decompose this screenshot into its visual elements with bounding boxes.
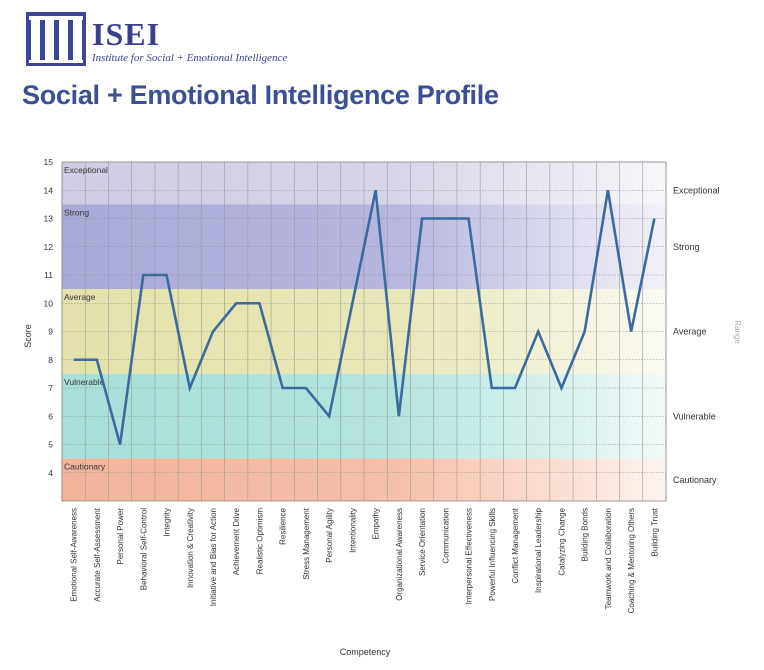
x-tick-label: Realistic Optimism [255, 508, 264, 575]
y-tick-label: 7 [48, 383, 53, 393]
x-tick-label: Organizational Awareness [395, 508, 404, 601]
x-tick-label: Personal Agility [325, 508, 334, 563]
range-label: Cautionary [673, 475, 717, 485]
x-tick-label: Catalyzing Change [557, 507, 566, 575]
x-tick-label: Behavioral Self-Control [139, 508, 148, 590]
x-tick-label: Building Bonds [581, 508, 590, 561]
y-tick-label: 13 [44, 214, 54, 224]
x-tick-label: Personal Power [116, 508, 125, 565]
x-tick-label: Resilience [279, 507, 288, 544]
band-label: Average [64, 292, 96, 302]
x-tick-label: Achievement Drive [232, 507, 241, 575]
y-tick-label: 14 [44, 185, 54, 195]
range-axis-label: Range [733, 320, 742, 344]
score-line [73, 189, 656, 445]
x-tick-label: Building Trust [650, 507, 659, 556]
logo-text: ISEI Institute for Social + Emotional In… [92, 18, 287, 64]
y-tick-label: 4 [48, 468, 53, 478]
band-labels: Exceptional Strong Average Vulnerable Cautio… [64, 165, 108, 472]
page-title: Social + Emotional Intelligence Profile [22, 80, 499, 110]
x-tick-label: Integrity [163, 508, 172, 536]
y-tick-label: 11 [44, 270, 53, 280]
x-axis-label: Competency [340, 647, 391, 657]
x-tick-label: Communication [441, 508, 450, 564]
x-tick-label: Teamwork and Collaboration [604, 508, 613, 609]
x-tick-label: Coaching & Mentoring Others [627, 508, 636, 613]
y-tick-label: 8 [48, 355, 53, 365]
y-axis-label: Score [23, 324, 33, 348]
logo-name: ISEI [92, 16, 161, 52]
range-labels: Exceptional Strong Average Vulnerable Cautio… [673, 185, 720, 485]
band-label: Vulnerable [64, 377, 105, 387]
isei-logo-icon [26, 12, 86, 66]
x-tick-label: Initiative and Bias for Action [209, 508, 218, 606]
y-tick-label: 9 [48, 327, 53, 337]
x-tick-label: Interpersonal Effectiveness [465, 508, 474, 604]
x-tick-labels: Emotional Self-Awareness Accurate Self-As… [70, 507, 660, 613]
x-tick-label: Service Orientation [418, 508, 427, 576]
x-tick-label: Stress Management [302, 507, 311, 579]
logo-subtitle: Institute for Social + Emotional Intelli… [92, 52, 288, 64]
range-label: Strong [673, 242, 700, 252]
y-tick-label: 6 [48, 411, 53, 421]
x-tick-label: Conflict Management [511, 507, 520, 583]
x-tick-label: Powerful Influencing Skills [488, 508, 497, 601]
x-tick-label: Accurate Self-Assessment [93, 507, 102, 602]
band-label: Cautionary [64, 462, 106, 472]
y-tick-label: 10 [44, 298, 54, 308]
range-label: Average [673, 327, 706, 337]
x-tick-label: Inspirational Leadership [534, 507, 543, 592]
x-tick-label: Innovation & Creativity [186, 508, 195, 588]
plot-frame [61, 161, 667, 502]
x-tick-label: Intentionality [348, 508, 357, 553]
y-tick-label: 12 [44, 242, 54, 252]
range-label: Vulnerable [673, 411, 716, 421]
y-tick-labels: 4 5 6 7 8 9 10 11 12 13 14 15 [44, 157, 54, 478]
band-label: Strong [64, 207, 89, 217]
band-label: Exceptional [64, 165, 108, 175]
y-tick-label: 15 [44, 157, 54, 167]
y-tick-label: 5 [48, 440, 53, 450]
score-series [73, 189, 656, 445]
x-tick-label: Empathy [372, 508, 381, 540]
range-label: Exceptional [673, 185, 720, 195]
x-tick-label: Emotional Self-Awareness [70, 508, 79, 602]
